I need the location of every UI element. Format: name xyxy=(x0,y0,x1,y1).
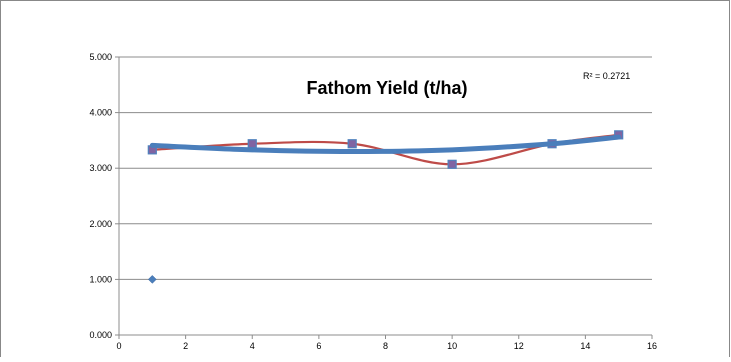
x-tick-label: 2 xyxy=(183,341,188,351)
x-tick-label: 0 xyxy=(116,341,121,351)
y-tick-label: 1.000 xyxy=(89,274,112,284)
square-marker xyxy=(347,139,357,149)
axes: 0.000 1.000 2.000 3.000 4.000 5.000 0 2 4 6 8 10 12 1… xyxy=(89,52,657,351)
series xyxy=(147,130,624,284)
x-tick-label: 4 xyxy=(250,341,255,351)
chart-title: Fathom Yield (t/ha) xyxy=(306,78,467,98)
y-tick-label: 3.000 xyxy=(89,163,112,173)
trendline xyxy=(149,134,622,155)
r-squared-annotation: R² = 0.2721 xyxy=(583,71,630,81)
square-marker xyxy=(247,139,257,149)
x-tick-label: 8 xyxy=(383,341,388,351)
diamond-marker xyxy=(147,275,157,284)
square-marker xyxy=(447,159,457,169)
y-tick-label: 0.000 xyxy=(89,330,112,340)
x-tick-label: 12 xyxy=(514,341,524,351)
y-tick-label: 4.000 xyxy=(89,108,112,118)
x-tick-label: 16 xyxy=(647,341,657,351)
y-tick-label: 2.000 xyxy=(89,219,112,229)
x-tick-label: 6 xyxy=(316,341,321,351)
x-tick-label: 14 xyxy=(580,341,590,351)
x-tick-label: 10 xyxy=(447,341,457,351)
gridlines xyxy=(119,56,652,280)
y-tick-label: 5.000 xyxy=(89,52,112,62)
